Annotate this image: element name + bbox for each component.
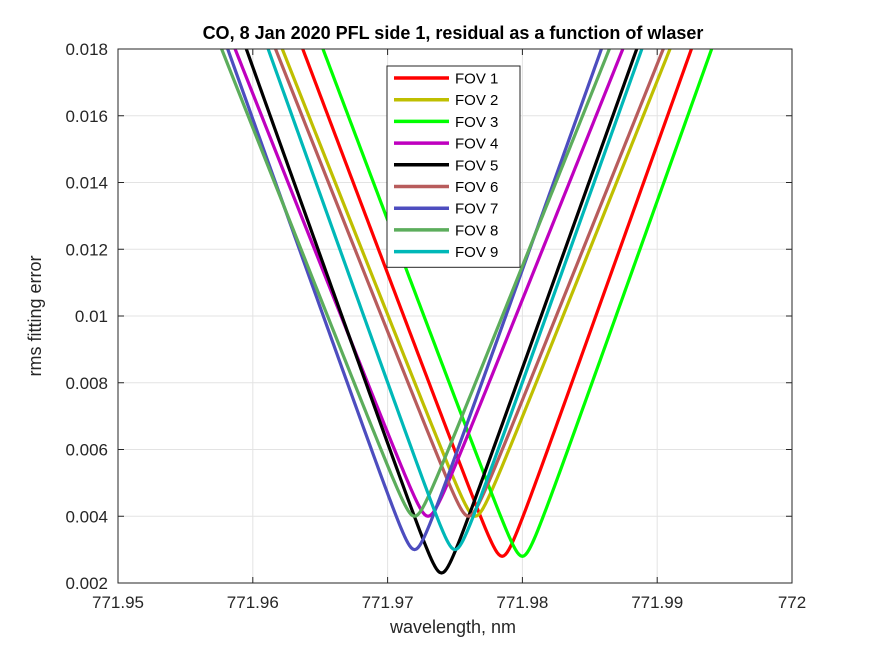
legend-label-3: FOV 3: [455, 114, 498, 131]
x-tick-label: 771.97: [362, 593, 414, 612]
legend-label-7: FOV 7: [455, 201, 498, 218]
axes: [117, 48, 793, 584]
series-line-3: [321, 49, 714, 558]
legend-label-6: FOV 6: [455, 179, 498, 196]
legend-label-5: FOV 5: [455, 157, 498, 174]
x-tick-label: 771.99: [631, 593, 683, 612]
legend-box: [386, 65, 521, 268]
chart-title: CO, 8 Jan 2020 PFL side 1, residual as a…: [203, 23, 704, 43]
series-line-4: [233, 49, 625, 518]
x-tick-label: 772: [778, 593, 806, 612]
x-axis-label: wavelength, nm: [389, 617, 516, 637]
series-line-7: [226, 49, 604, 552]
y-axis-label: rms fitting error: [25, 255, 45, 376]
y-tick-label: 0.014: [65, 174, 108, 193]
series-line-5: [244, 49, 639, 575]
y-tick-label: 0.004: [65, 507, 108, 526]
x-tick-label: 771.95: [92, 593, 144, 612]
legend-label-1: FOV 1: [455, 71, 498, 88]
legend-label-9: FOV 9: [455, 244, 498, 261]
y-tick-label: 0.012: [65, 240, 108, 259]
series-line-2: [280, 49, 672, 518]
legend-label-4: FOV 4: [455, 136, 498, 153]
axes-box: [117, 48, 793, 584]
series-line-8: [219, 49, 612, 518]
legend: FOV 1 FOV 2 FOV 3 FOV 4 FOV 5 FOV 6 FOV 7 FOV 8…: [386, 65, 521, 268]
legend-label-2: FOV 2: [455, 92, 498, 109]
y-tick-label: 0.01: [75, 307, 108, 326]
series-line-1: [301, 49, 694, 558]
series-line-9: [266, 49, 644, 552]
y-tick-label: 0.018: [65, 40, 108, 59]
y-tick-label: 0.016: [65, 107, 108, 126]
series-lines: [219, 49, 714, 575]
legend-label-8: FOV 8: [455, 222, 498, 239]
y-tick-label: 0.006: [65, 441, 108, 460]
y-tick-label: 0.008: [65, 374, 108, 393]
x-tick-label: 771.96: [227, 593, 279, 612]
series-line-6: [273, 49, 665, 518]
tick-labels: 771.95 771.96 771.97 771.98 771.99 772 0.002 0.…: [65, 40, 806, 612]
x-tick-label: 771.98: [496, 593, 548, 612]
y-tick-label: 0.002: [65, 574, 108, 593]
